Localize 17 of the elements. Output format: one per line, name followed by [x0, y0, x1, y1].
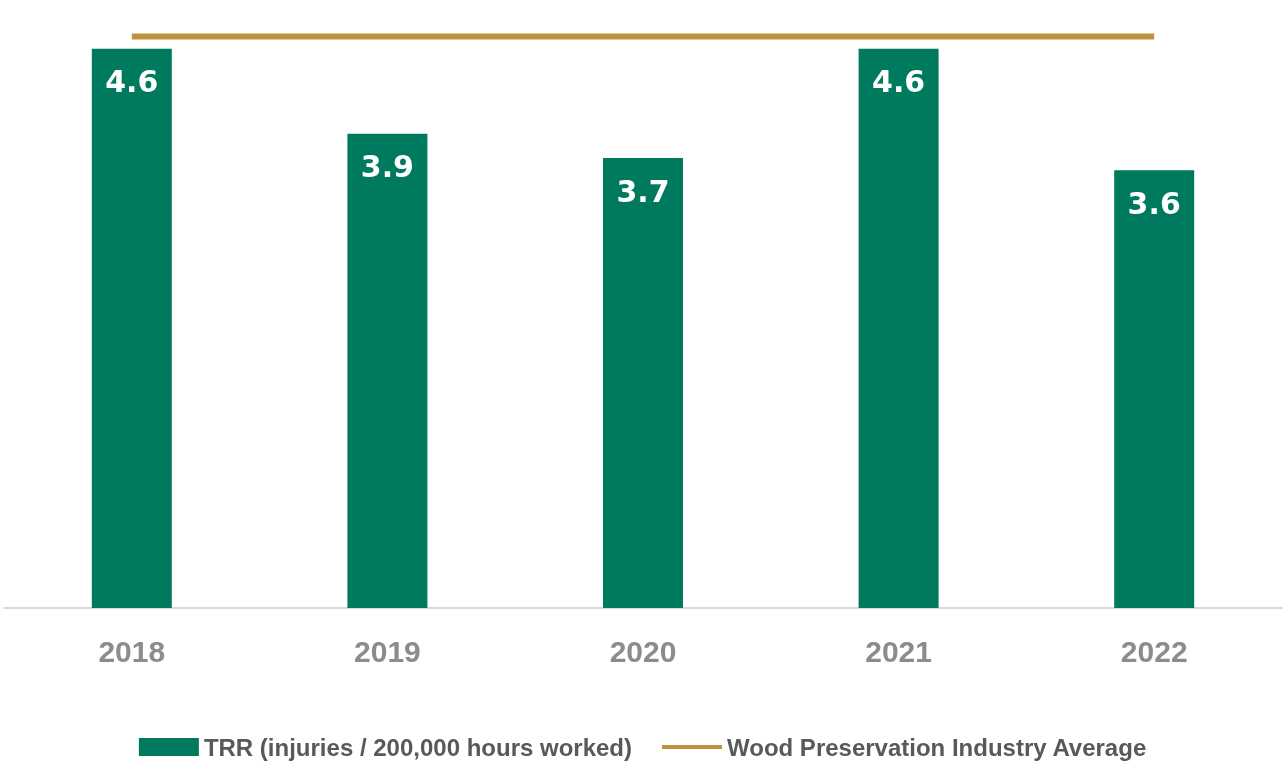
legend-label: Wood Preservation Industry Average	[727, 733, 1147, 761]
data-label: 3.6	[1127, 185, 1181, 221]
x-tick-label: 2019	[354, 634, 421, 668]
legend-label: TRR (injuries / 200,000 hours worked)	[203, 733, 633, 761]
x-tick-label: 2018	[98, 634, 166, 668]
x-tick-label: 2020	[609, 634, 677, 668]
bar	[858, 48, 939, 608]
bar	[91, 48, 172, 608]
data-label: 3.7	[616, 173, 670, 209]
bar	[603, 158, 683, 608]
x-tick-label: 2021	[865, 634, 932, 668]
data-label: 4.6	[105, 64, 159, 100]
bar	[1114, 170, 1195, 608]
data-label: 4.6	[872, 64, 926, 100]
data-label: 3.9	[360, 149, 414, 185]
x-tick-label: 2022	[1120, 634, 1188, 668]
bar	[347, 133, 428, 608]
